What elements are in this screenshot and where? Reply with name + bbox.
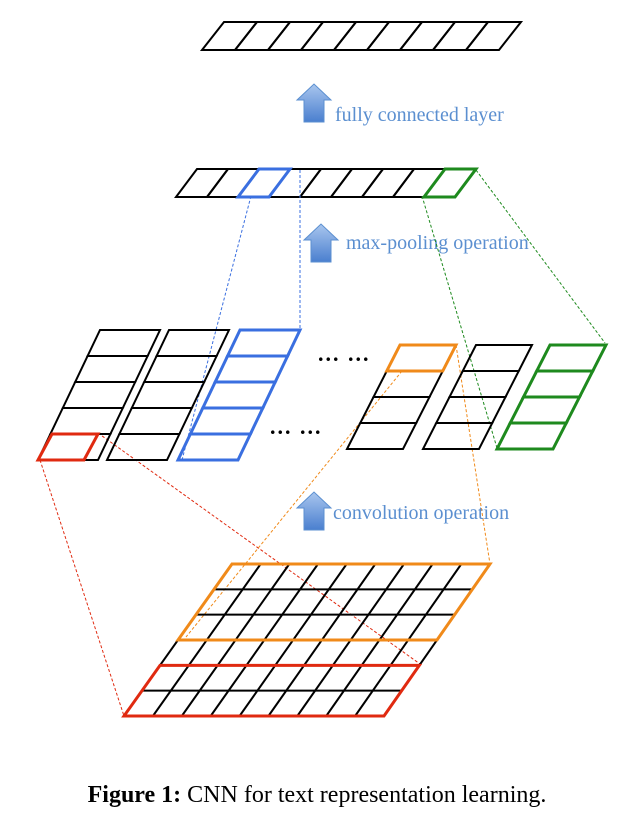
output-vector [199, 21, 524, 51]
feature-cell [105, 433, 181, 461]
feature-cell [494, 421, 569, 451]
feature-cell [175, 432, 253, 462]
vector-cell [199, 21, 260, 51]
feature-cell [447, 370, 521, 398]
feature-cell [434, 396, 508, 424]
vector-cell [298, 21, 359, 51]
vector-cell [232, 21, 293, 51]
vector-cell [364, 21, 425, 51]
projection-lines [39, 169, 606, 717]
highlighted-cell [384, 343, 459, 373]
vector-cell [360, 168, 416, 198]
convolution-label: convolution operation [333, 502, 509, 524]
vector-cell [430, 21, 491, 51]
feature-cell [212, 354, 290, 384]
feature-cell [73, 355, 150, 383]
fully-connected-label: fully connected layer [335, 104, 504, 126]
feature-cell [188, 406, 266, 436]
ellipsis-upper: ... ... [318, 341, 371, 366]
feature-cell [371, 370, 445, 398]
feature-cell [534, 343, 609, 373]
feature-cell [345, 422, 418, 450]
vector-cell [391, 168, 447, 198]
max-pooling-label: max-pooling operation [346, 232, 529, 254]
vector-cell [331, 21, 392, 51]
feature-cell [130, 381, 206, 409]
feature-cell [86, 329, 162, 357]
highlighted-window [175, 562, 493, 642]
feature-cell [117, 407, 194, 435]
feature-cell [142, 355, 219, 383]
caption-prefix: Figure 1: [87, 782, 182, 808]
vector-cell [298, 168, 354, 198]
vector-cell [265, 21, 326, 51]
vector-cell [205, 168, 261, 198]
feature-cell [155, 329, 231, 357]
vector-cell [329, 168, 385, 198]
up-arrow-icon [302, 223, 340, 263]
vector-cell [463, 21, 524, 51]
up-arrow-icon [295, 83, 333, 123]
vector-cell [174, 168, 230, 198]
input-matrix [121, 562, 493, 718]
feature-cell [461, 344, 534, 372]
vector-cell [236, 168, 292, 198]
feature-cell [507, 395, 582, 425]
highlighted-window [121, 663, 423, 718]
vector-cell [422, 168, 478, 198]
feature-maps [35, 328, 609, 462]
highlighted-cell [35, 432, 101, 462]
feature-cell [225, 328, 303, 358]
caption-text: CNN for text representation learning. [187, 782, 547, 808]
pooled-vector [174, 167, 479, 199]
vector-cell [267, 168, 323, 198]
feature-cell [61, 381, 137, 409]
vector-cell [397, 21, 458, 51]
up-arrow-icon [295, 491, 333, 531]
feature-cell [200, 380, 278, 410]
feature-cell [48, 407, 125, 435]
highlighted-cell [421, 167, 479, 199]
figure-caption: Figure 1: CNN for text representation le… [0, 782, 634, 809]
highlighted-cell [235, 167, 293, 199]
feature-cell [421, 422, 494, 450]
ellipsis-lower: ... ... [270, 414, 323, 439]
feature-cell [521, 369, 596, 399]
